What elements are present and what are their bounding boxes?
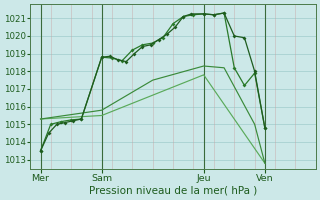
X-axis label: Pression niveau de la mer( hPa ): Pression niveau de la mer( hPa ) bbox=[89, 186, 257, 196]
